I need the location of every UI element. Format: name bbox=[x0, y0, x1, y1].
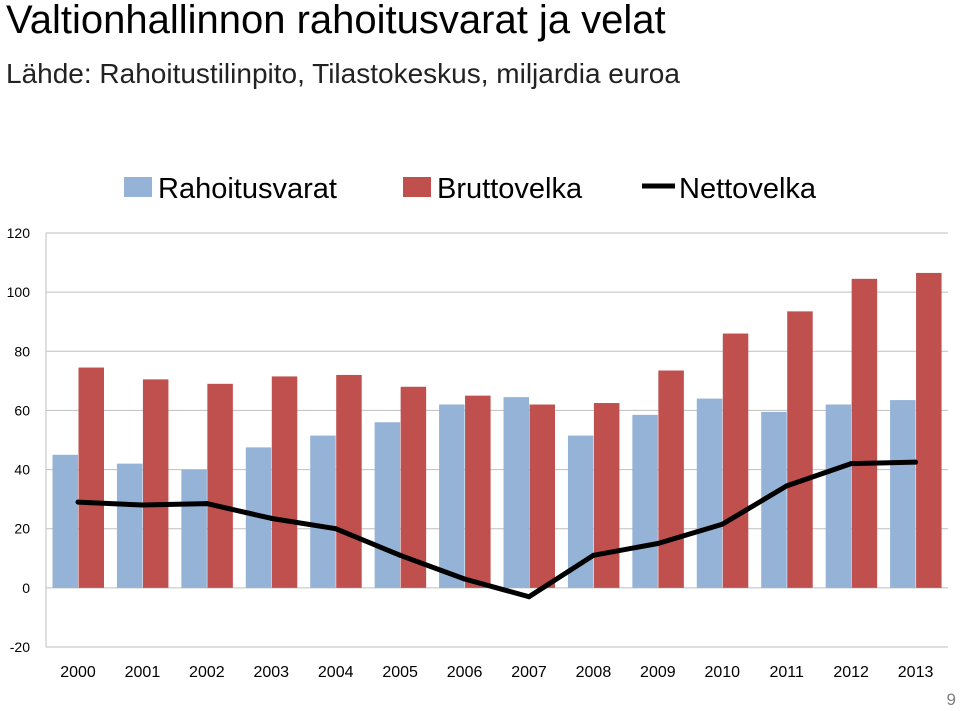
point-nettovelka bbox=[139, 502, 145, 508]
bar-bruttovelka bbox=[142, 379, 169, 588]
bar-bruttovelka bbox=[593, 403, 620, 588]
x-tick-label: 2005 bbox=[382, 664, 418, 681]
bar-rahoitusvarat bbox=[181, 469, 207, 588]
y-tick-label: 0 bbox=[22, 580, 30, 596]
y-tick-label: 120 bbox=[7, 225, 31, 241]
chart-title: Valtionhallinnon rahoitusvarat ja velat bbox=[6, 0, 666, 42]
bar-bruttovelka bbox=[529, 404, 555, 588]
y-axis: -20 0 20 40 60 80 100 120 bbox=[7, 225, 47, 655]
bar-rahoitusvarat bbox=[52, 454, 78, 588]
bar-rahoitusvarat bbox=[374, 422, 401, 588]
x-tick-label: 2010 bbox=[704, 664, 740, 681]
legend-swatch-rahoitusvarat bbox=[124, 177, 152, 197]
point-nettovelka bbox=[204, 501, 210, 507]
point-nettovelka bbox=[848, 461, 854, 467]
x-axis-labels: 2000 2001 2002 2003 2004 2005 2006 2007 2008 2009… bbox=[60, 664, 933, 681]
legend: Rahoitusvarat Bruttovelka Nettovelka bbox=[124, 173, 817, 205]
bar-rahoitusvarat bbox=[632, 414, 658, 588]
bar-rahoitusvarat bbox=[890, 400, 916, 588]
x-tick-label: 2011 bbox=[770, 664, 805, 681]
legend-label-rahoitusvarat: Rahoitusvarat bbox=[158, 173, 337, 205]
point-nettovelka bbox=[655, 541, 661, 546]
bar-bruttovelka bbox=[336, 374, 362, 588]
bar-rahoitusvarat bbox=[825, 404, 852, 588]
bar-bruttovelka bbox=[658, 370, 684, 588]
x-tick-label: 2002 bbox=[189, 664, 225, 681]
legend-label-nettovelka: Nettovelka bbox=[679, 173, 817, 205]
x-tick-label: 2009 bbox=[640, 664, 676, 681]
page-number: 9 bbox=[946, 690, 956, 709]
legend-swatch-bruttovelka bbox=[403, 177, 431, 197]
point-nettovelka bbox=[268, 515, 274, 521]
bar-rahoitusvarat bbox=[696, 398, 723, 588]
y-tick-label: 20 bbox=[14, 521, 30, 537]
bar-bruttovelka bbox=[271, 376, 298, 588]
y-tick-label: -20 bbox=[10, 639, 30, 655]
x-tick-label: 2013 bbox=[898, 664, 934, 681]
x-tick-label: 2003 bbox=[253, 664, 289, 681]
bar-bruttovelka bbox=[400, 386, 427, 588]
bar-bruttovelka bbox=[916, 272, 942, 588]
bars bbox=[52, 272, 942, 588]
x-tick-label: 2004 bbox=[318, 664, 354, 681]
y-tick-label: 80 bbox=[14, 343, 30, 359]
point-nettovelka bbox=[913, 459, 919, 465]
bar-bruttovelka bbox=[78, 367, 104, 588]
bar-rahoitusvarat bbox=[439, 404, 465, 588]
y-tick-label: 40 bbox=[14, 462, 30, 478]
x-tick-label: 2008 bbox=[576, 664, 612, 681]
point-nettovelka bbox=[719, 521, 725, 527]
chart-subtitle: Lähde: Rahoitustilinpito, Tilastokeskus,… bbox=[6, 58, 680, 89]
point-nettovelka bbox=[590, 552, 596, 558]
point-nettovelka bbox=[784, 483, 790, 489]
bar-rahoitusvarat bbox=[310, 435, 336, 588]
bar-bruttovelka bbox=[851, 278, 878, 588]
bar-rahoitusvarat bbox=[116, 463, 143, 588]
point-nettovelka bbox=[397, 552, 403, 558]
x-tick-label: 2000 bbox=[60, 664, 96, 681]
point-nettovelka bbox=[333, 526, 339, 532]
x-tick-label: 2007 bbox=[511, 664, 547, 681]
bar-bruttovelka bbox=[207, 383, 233, 588]
line-nettovelka bbox=[77, 459, 916, 600]
legend-label-bruttovelka: Bruttovelka bbox=[437, 173, 583, 205]
bar-rahoitusvarat bbox=[503, 397, 529, 588]
x-tick-label: 2006 bbox=[447, 664, 483, 681]
y-tick-label: 100 bbox=[7, 284, 31, 300]
point-nettovelka bbox=[462, 576, 468, 582]
line-series bbox=[75, 459, 919, 600]
point-nettovelka bbox=[75, 499, 81, 505]
bar-bruttovelka bbox=[465, 395, 491, 588]
bar-bruttovelka bbox=[722, 333, 749, 588]
x-tick-label: 2012 bbox=[833, 664, 869, 681]
bar-bruttovelka bbox=[787, 311, 813, 588]
point-nettovelka bbox=[526, 594, 532, 600]
y-tick-label: 60 bbox=[14, 402, 30, 418]
x-tick-label: 2001 bbox=[125, 664, 161, 681]
